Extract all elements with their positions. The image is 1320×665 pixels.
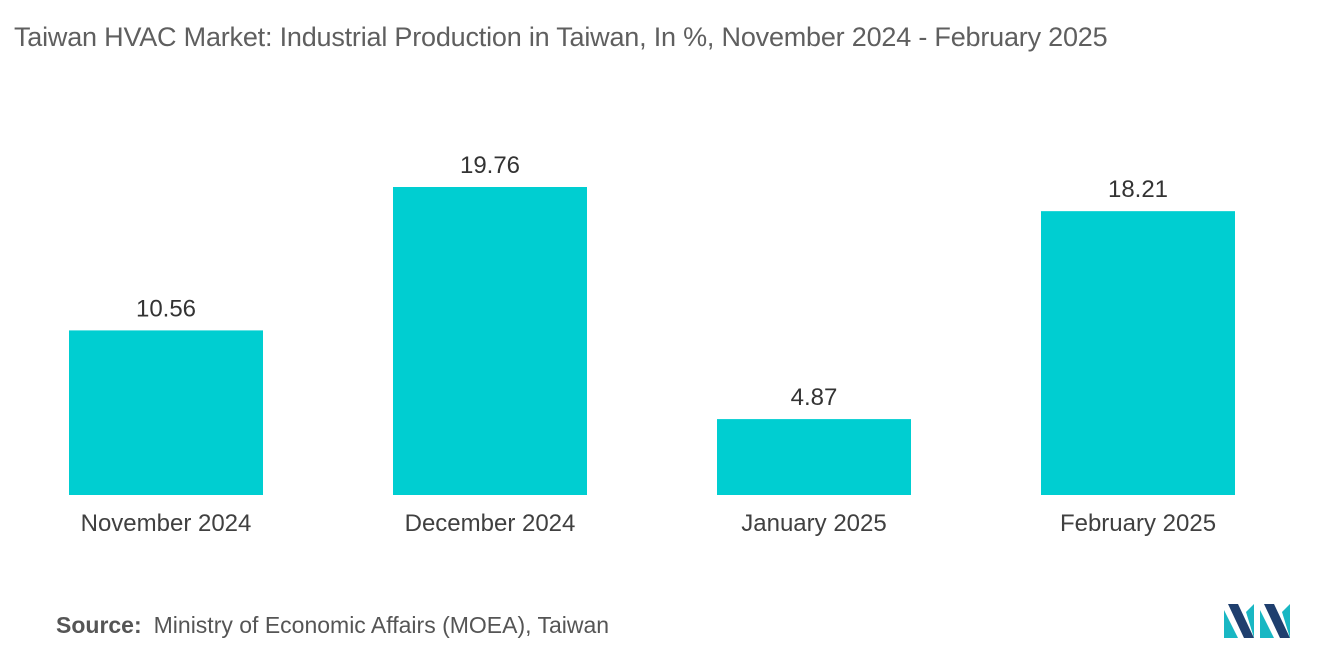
bar-february-2025 (1041, 211, 1235, 495)
data-label: 18.21 (1108, 176, 1168, 203)
bar-chart: 10.56 November 2024 19.76 December 2024 4.87… (69, 152, 1235, 537)
bar-january-2025 (717, 419, 911, 495)
data-label: 19.76 (460, 152, 520, 179)
bar-november-2024 (69, 330, 263, 495)
category-label: January 2025 (741, 510, 886, 537)
source-note: Source: Ministry of Economic Affairs (MOE… (56, 612, 609, 639)
data-label: 4.87 (791, 384, 838, 411)
data-label: 10.56 (136, 295, 196, 322)
bar-december-2024 (393, 187, 587, 495)
category-label: December 2024 (405, 510, 576, 537)
category-label: November 2024 (81, 510, 252, 537)
source-label: Source: (56, 612, 142, 638)
chart-title: Taiwan HVAC Market: Industrial Productio… (14, 22, 1108, 52)
brand-logo-icon (1224, 604, 1290, 638)
source-text: Ministry of Economic Affairs (MOEA), Tai… (153, 612, 610, 638)
category-label: February 2025 (1060, 510, 1216, 537)
